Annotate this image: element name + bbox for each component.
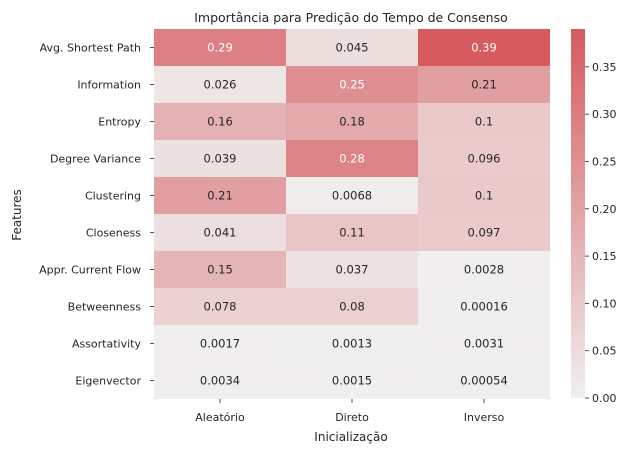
colorbar-ticks: 0.00 0.05 0.10 0.15 0.20 0.25 0.30 0.35 (585, 61, 617, 405)
colorbar-tick-label: 0.35 (592, 61, 617, 74)
heatmap-cell (418, 251, 550, 288)
cell-value-label: 0.16 (207, 115, 233, 129)
cell-value-label: 0.0068 (332, 189, 372, 203)
row-label: Betweenness (68, 301, 142, 314)
cell-value-label: 0.0013 (332, 337, 372, 351)
column-label: Direto (335, 411, 369, 424)
heatmap-cell (418, 214, 550, 251)
row-label: Avg. Shortest Path (40, 42, 141, 55)
colorbar-tick-label: 0.05 (592, 345, 617, 358)
heatmap-cell (418, 288, 550, 325)
x-axis-label: Inicialização (314, 430, 387, 444)
heatmap-cell (286, 251, 418, 288)
colorbar-tick-label: 0.15 (592, 250, 617, 263)
cell-value-label: 0.29 (207, 41, 233, 55)
row-label: Degree Variance (50, 153, 141, 166)
row-label: Appr. Current Flow (39, 264, 141, 277)
heatmap-cell (286, 66, 418, 103)
heatmap-cell (418, 29, 550, 66)
cell-value-label: 0.21 (207, 189, 233, 203)
colorbar (571, 29, 585, 398)
heatmap-cell (418, 362, 550, 399)
heatmap-cell (286, 325, 418, 362)
column-label: Inverso (464, 411, 505, 424)
row-labels: Avg. Shortest Path Information Entropy Degr… (39, 42, 154, 388)
heatmap-cell (286, 103, 418, 140)
row-label: Information (77, 79, 141, 92)
heatmap-cell (154, 140, 286, 177)
heatmap-cell (154, 29, 286, 66)
cell-value-label: 0.25 (339, 78, 365, 92)
heatmap-cell (418, 66, 550, 103)
column-labels: Aleatório Direto Inverso (195, 399, 505, 424)
heatmap-cell (286, 29, 418, 66)
cell-value-label: 0.11 (339, 226, 365, 240)
heatmap-cell (286, 177, 418, 214)
cell-value-label: 0.18 (339, 115, 365, 129)
colorbar-tick-label: 0.25 (592, 155, 617, 168)
y-axis-label: Features (10, 189, 24, 241)
heatmap-cell (154, 177, 286, 214)
heatmap-cell (286, 140, 418, 177)
cell-value-label: 0.0031 (464, 337, 504, 351)
colorbar-tick-label: 0.30 (592, 108, 617, 121)
cell-value-label: 0.00016 (460, 300, 508, 314)
cell-value-label: 0.078 (204, 300, 237, 314)
heatmap-cell (286, 362, 418, 399)
heatmap-cell (154, 214, 286, 251)
heatmap-cell (154, 362, 286, 399)
row-label: Eigenvector (75, 375, 141, 388)
heatmap-cell (418, 103, 550, 140)
cell-value-label: 0.026 (204, 78, 237, 92)
cell-value-label: 0.1 (475, 189, 493, 203)
cell-value-label: 0.39 (471, 41, 497, 55)
cell-value-label: 0.0028 (464, 263, 504, 277)
heatmap-cells: 0.29 0.045 0.39 0.026 0.25 0.21 0.16 0.18 0.1 0.0… (154, 29, 550, 399)
cell-value-label: 0.1 (475, 115, 493, 129)
colorbar-tick-label: 0.00 (592, 392, 617, 405)
cell-value-label: 0.0015 (332, 374, 372, 388)
colorbar-tick-label: 0.10 (592, 297, 617, 310)
cell-value-label: 0.28 (339, 152, 365, 166)
heatmap-cell (286, 214, 418, 251)
cell-value-label: 0.037 (336, 263, 369, 277)
cell-value-label: 0.08 (339, 300, 365, 314)
cell-value-label: 0.0034 (200, 374, 240, 388)
cell-value-label: 0.21 (471, 78, 497, 92)
heatmap-cell (154, 325, 286, 362)
heatmap-cell (154, 66, 286, 103)
row-label: Closeness (86, 227, 141, 240)
heatmap-cell (154, 103, 286, 140)
heatmap-cell (418, 325, 550, 362)
heatmap-cell (154, 251, 286, 288)
cell-value-label: 0.0017 (200, 337, 240, 351)
chart-title: Importância para Predição do Tempo de Co… (194, 10, 508, 25)
heatmap-cell (418, 140, 550, 177)
cell-value-label: 0.15 (207, 263, 233, 277)
heatmap-cell (286, 288, 418, 325)
row-label: Assortativity (72, 338, 142, 351)
cell-value-label: 0.039 (204, 152, 237, 166)
row-label: Clustering (85, 190, 141, 203)
column-label: Aleatório (195, 411, 245, 424)
heatmap-cell (418, 177, 550, 214)
cell-value-label: 0.041 (204, 226, 237, 240)
colorbar-tick-label: 0.20 (592, 203, 617, 216)
cell-value-label: 0.00054 (460, 374, 508, 388)
cell-value-label: 0.097 (468, 226, 501, 240)
cell-value-label: 0.045 (336, 41, 369, 55)
heatmap-cell (154, 288, 286, 325)
cell-value-label: 0.096 (468, 152, 501, 166)
row-label: Entropy (98, 116, 141, 129)
